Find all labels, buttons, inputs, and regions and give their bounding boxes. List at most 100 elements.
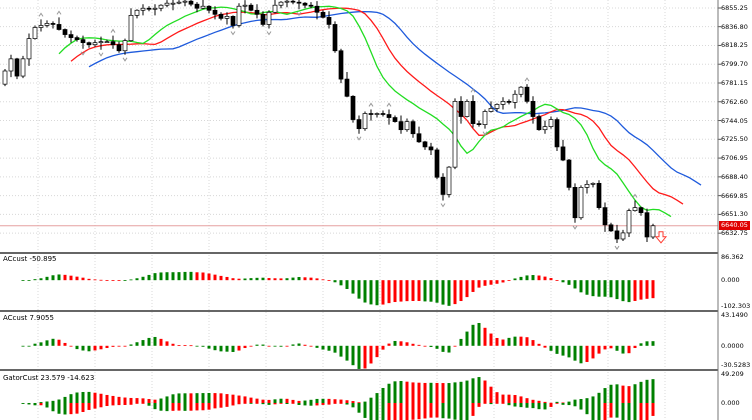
candle-bear xyxy=(320,11,326,18)
indicator-2-bar xyxy=(441,345,445,352)
indicator-2-bar xyxy=(351,345,355,366)
gator-lower-bar xyxy=(363,402,367,418)
gator-upper-bar xyxy=(507,394,511,403)
gator-lower-bar xyxy=(309,402,313,406)
candle-bull xyxy=(542,126,548,131)
gator-upper-bar xyxy=(621,385,625,403)
gator-lower-bar xyxy=(57,402,61,414)
gator-lower-bar xyxy=(567,402,571,406)
candle-bull xyxy=(446,166,452,195)
gator-upper-bar xyxy=(351,401,355,403)
indicator-2-bar xyxy=(99,345,103,350)
candle-bull xyxy=(278,1,284,6)
candle-bull xyxy=(8,58,14,72)
candle-bear xyxy=(314,5,320,13)
gator-upper-bar xyxy=(627,386,631,403)
indicator-1-bar xyxy=(471,280,475,292)
indicator-1-bar xyxy=(627,280,631,303)
gator-upper-bar xyxy=(249,397,253,403)
indicator-2-bar xyxy=(51,338,55,346)
candle-bear xyxy=(536,116,542,131)
candle-bear xyxy=(476,123,482,125)
indicator-2-bar xyxy=(57,339,61,346)
gator-upper-bar xyxy=(357,402,361,404)
gator-upper-bar xyxy=(123,397,127,403)
gator-lower-bar xyxy=(411,402,415,420)
indicator-1-bar xyxy=(69,275,73,281)
candle-bear xyxy=(74,37,80,40)
indicator-1-bar xyxy=(63,274,67,281)
gator-upper-bar xyxy=(585,398,589,403)
gator-upper-bar xyxy=(435,382,439,403)
indicator-1-bar xyxy=(267,278,271,281)
gator-lower-bar xyxy=(405,402,409,420)
gator-upper-bar xyxy=(45,401,49,403)
gator-lower-bar xyxy=(105,402,109,406)
indicator-2-bar xyxy=(645,341,649,346)
indicator-1-bar xyxy=(567,280,571,285)
gator-upper-bar xyxy=(213,393,217,403)
gator-upper-bar xyxy=(255,398,259,403)
candle-bear xyxy=(602,207,608,226)
gator-upper-bar xyxy=(261,399,265,403)
candle-bull xyxy=(122,40,128,52)
gator-lower-bar xyxy=(237,402,241,405)
indicator-1-bar xyxy=(339,280,343,286)
gator-upper-bar xyxy=(465,380,469,403)
gator-upper-bar xyxy=(171,394,175,403)
gator-upper-bar xyxy=(381,387,385,403)
candle-bear xyxy=(86,42,92,46)
gator-upper-bar xyxy=(639,381,643,403)
gator-upper-bar xyxy=(543,401,547,403)
gator-lower-bar xyxy=(279,402,283,404)
gator-lower-bar xyxy=(39,402,43,406)
gator-upper-bar xyxy=(501,394,505,403)
indicator-1-bar xyxy=(333,280,337,283)
indicator-2-bar xyxy=(393,340,397,346)
gator-upper-bar xyxy=(189,393,193,403)
gator-lower-bar xyxy=(297,402,301,405)
gator-upper-bar xyxy=(195,393,199,403)
gator-lower-bar xyxy=(417,402,421,420)
gator-upper-bar xyxy=(453,382,457,403)
candle-bull xyxy=(374,113,380,115)
indicator-2-bar xyxy=(291,344,295,346)
gator-lower-bar xyxy=(615,402,619,418)
gator-upper-bar xyxy=(597,392,601,403)
indicator-tick-label: 0.0000 xyxy=(721,341,744,350)
indicator-tick-label: 0.000 xyxy=(721,398,740,407)
indicator-2-bar xyxy=(213,345,217,351)
indicator-2-bar xyxy=(549,345,553,351)
candle-bull xyxy=(584,183,590,188)
candle-bull xyxy=(284,0,290,3)
gator-upper-bar xyxy=(327,398,331,403)
gator-upper-bar xyxy=(135,398,139,403)
indicator-2-bar xyxy=(495,337,499,346)
gator-lower-bar xyxy=(381,402,385,420)
indicator-2-bar xyxy=(27,345,31,347)
indicator-2-bar xyxy=(435,345,439,349)
current-price-label: 6640.05 xyxy=(719,221,750,231)
indicator-2-bar xyxy=(321,345,325,350)
indicator-1-bar xyxy=(99,279,103,281)
gator-lower-bar xyxy=(189,402,193,411)
indicator-1-bar xyxy=(597,280,601,297)
candle-bear xyxy=(218,13,224,19)
indicator-1-bar xyxy=(153,273,157,281)
price-tick-label: 6688.40 xyxy=(721,172,748,181)
gator-lower-bar xyxy=(537,402,541,410)
indicator-1-bar xyxy=(183,271,187,281)
indicator-2-bar xyxy=(159,338,163,346)
indicator-1-bar xyxy=(375,280,379,306)
indicator-2-bar xyxy=(249,345,253,347)
gator-lower-bar xyxy=(255,402,259,404)
gator-lower-bar xyxy=(111,402,115,406)
indicator-1-bar xyxy=(303,277,307,281)
gator-lower-bar xyxy=(201,402,205,411)
gator-upper-bar xyxy=(573,399,577,403)
indicator-1-bar xyxy=(105,280,109,281)
candle-bull xyxy=(590,182,596,185)
gator-upper-bar xyxy=(225,394,229,403)
gator-lower-bar xyxy=(99,402,103,408)
